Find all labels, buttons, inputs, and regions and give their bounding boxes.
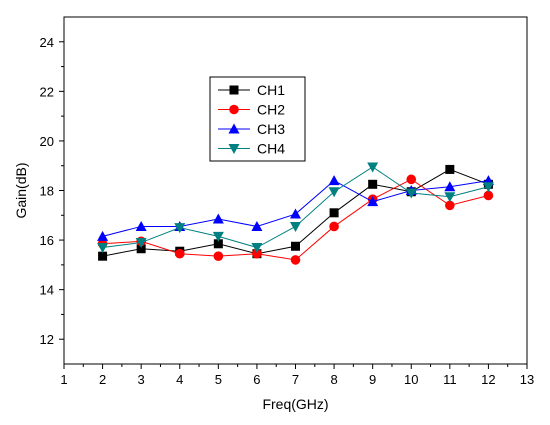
data-point-ch4: [328, 187, 340, 198]
data-point-ch4: [367, 162, 379, 173]
data-point-ch4: [405, 188, 417, 199]
data-point-ch4: [174, 223, 186, 234]
data-point-ch1: [445, 164, 455, 174]
y-tick-label: 18: [40, 184, 54, 199]
data-point-ch2: [445, 200, 455, 211]
legend-label-ch1: CH1: [257, 82, 285, 98]
legend-label-ch2: CH2: [257, 102, 285, 118]
y-tick-label: 16: [40, 233, 54, 248]
data-point-ch1: [98, 251, 108, 261]
legend: CH1 CH2 CH3 CH4: [209, 76, 306, 162]
y-tick-label: 14: [40, 283, 54, 298]
data-point-ch1: [329, 208, 339, 218]
x-tick-label: 10: [404, 372, 418, 387]
x-tick-label: 7: [292, 372, 299, 387]
data-point-ch2: [483, 190, 494, 201]
x-tick-label: 3: [138, 372, 145, 387]
legend-marker-ch1: [229, 85, 239, 95]
data-point-ch3: [367, 196, 379, 207]
x-tick-label: 9: [369, 372, 376, 387]
data-point-ch3: [212, 213, 224, 224]
data-point-ch3: [328, 175, 340, 186]
series-layer: [97, 162, 494, 265]
legend-marker-ch2: [229, 104, 239, 115]
y-axis-ticks: 12 14 16 18 20 22 24: [40, 35, 64, 347]
legend-marker-ch3: [228, 123, 240, 134]
y-tick-label: 24: [40, 35, 54, 50]
data-point-ch2: [406, 174, 417, 185]
y-axis-title: Gain(dB): [13, 162, 29, 218]
x-tick-label: 12: [481, 372, 495, 387]
y-tick-label: 22: [40, 84, 54, 99]
legend-box: [209, 76, 306, 162]
x-axis-ticks: 1 2 3 4 5 6 7 8 9 10 11 12 13: [60, 364, 534, 387]
data-point-ch4: [97, 243, 109, 254]
data-point-ch3: [97, 230, 109, 241]
data-point-ch4: [212, 231, 224, 242]
data-point-ch3: [135, 220, 147, 231]
x-tick-label: 11: [443, 372, 457, 387]
data-point-ch1: [136, 244, 146, 254]
legend-label-ch3: CH3: [257, 121, 285, 137]
x-tick-label: 2: [99, 372, 106, 387]
legend-label-ch4: CH4: [257, 141, 285, 157]
data-point-ch2: [174, 248, 185, 259]
x-tick-label: 5: [215, 372, 222, 387]
x-tick-label: 1: [60, 372, 67, 387]
data-point-ch3: [444, 181, 456, 192]
y-tick-label: 12: [40, 332, 54, 347]
data-point-ch2: [252, 248, 262, 259]
data-point-ch4: [290, 221, 301, 232]
data-point-ch2: [290, 255, 301, 265]
legend-marker-ch4: [228, 144, 240, 154]
data-point-ch1: [368, 179, 378, 189]
data-point-ch1: [291, 241, 300, 251]
data-point-ch2: [213, 251, 224, 261]
data-point-ch3: [290, 208, 301, 219]
data-point-ch1: [213, 239, 223, 249]
data-point-ch3: [251, 220, 263, 231]
y-tick-label: 20: [40, 134, 54, 149]
data-point-ch4: [251, 243, 263, 254]
x-tick-label: 4: [176, 372, 183, 387]
x-tick-label: 6: [253, 372, 260, 387]
x-tick-label: 13: [520, 372, 534, 387]
data-point-ch2: [329, 221, 339, 232]
x-axis-title: Freq(GHz): [262, 396, 328, 412]
data-point-ch4: [444, 192, 456, 203]
data-point-ch4: [482, 182, 494, 193]
data-point-ch4: [135, 238, 147, 249]
x-tick-label: 8: [330, 372, 337, 387]
